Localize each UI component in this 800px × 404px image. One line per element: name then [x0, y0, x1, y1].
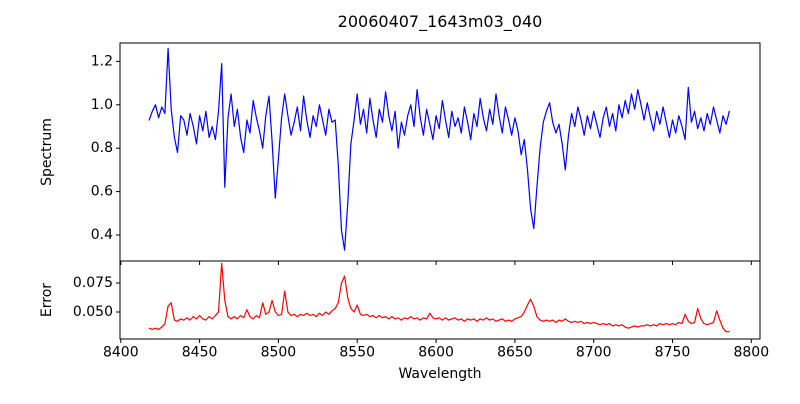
wavelength-x-axis-label: Wavelength [398, 366, 481, 382]
x-tick-label: 8550 [339, 345, 375, 361]
error-panel: 8400 8450 8500 8550 8600 8650 8700 8750 8800 0.05… [73, 260, 769, 361]
x-tick-label: 8500 [261, 345, 297, 361]
y-tick-label: 1.2 [91, 53, 113, 69]
error-line [148, 262, 730, 333]
y-tick-label: 0.4 [91, 227, 113, 243]
y-tick-label: 0.6 [91, 184, 113, 200]
x-tick-label: 8750 [655, 345, 691, 361]
x-tick-label: 8450 [182, 345, 218, 361]
chart-title: 20060407_1643m03_040 [338, 12, 543, 32]
y-tick-label: 0.8 [91, 140, 113, 156]
spectrum-panel: 0.4 0.6 0.8 1.0 1.2 [91, 42, 761, 265]
spectrum-y-axis-label: Spectrum [39, 118, 55, 186]
x-tick-label: 8400 [103, 345, 139, 361]
error-y-axis-label: Error [39, 283, 55, 317]
x-tick-label: 8700 [576, 345, 612, 361]
x-tick-label: 8650 [497, 345, 533, 361]
x-tick-label: 8800 [733, 345, 769, 361]
y-tick-label: 0.075 [73, 275, 113, 291]
x-tick-label: 8600 [418, 345, 454, 361]
error-panel-border [119, 260, 761, 340]
y-tick-label: 0.050 [73, 304, 113, 320]
y-tick-label: 1.0 [91, 97, 113, 113]
spectrum-line [148, 47, 730, 251]
